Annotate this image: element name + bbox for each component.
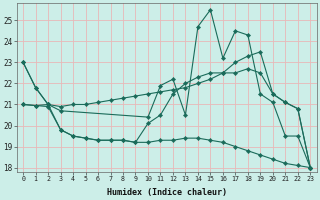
X-axis label: Humidex (Indice chaleur): Humidex (Indice chaleur)	[107, 188, 227, 197]
